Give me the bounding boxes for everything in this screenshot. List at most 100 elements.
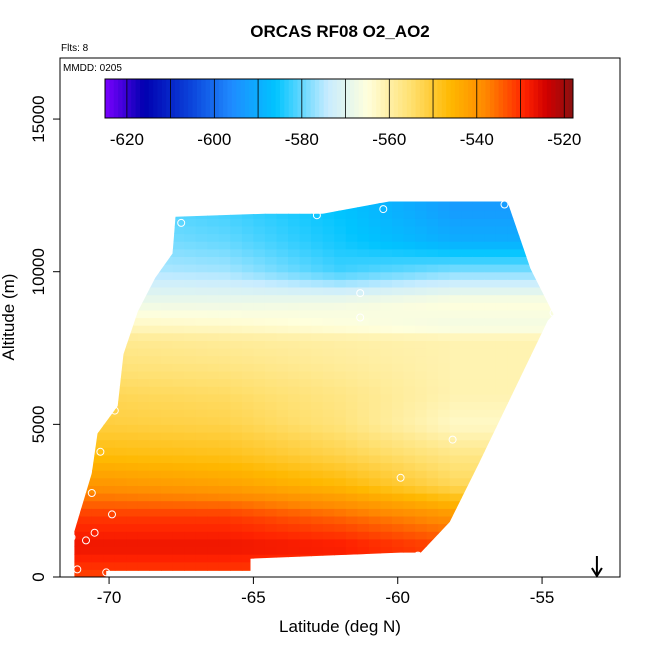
heatmap-cell — [403, 378, 416, 387]
heatmap-cell — [438, 294, 451, 303]
heatmap-cell — [299, 432, 312, 441]
colorbar-swatch — [433, 79, 438, 118]
heatmap-cell — [207, 332, 220, 341]
heatmap-cell — [74, 332, 81, 341]
colorbar-swatch — [507, 79, 513, 118]
heatmap-cell — [195, 264, 208, 273]
colorbar-swatch — [153, 79, 158, 118]
heatmap-cell — [357, 325, 370, 334]
heatmap-cell — [172, 210, 185, 219]
heatmap-cell — [345, 203, 358, 212]
heatmap-cell — [91, 424, 104, 433]
x-tick-label: -60 — [385, 588, 410, 607]
heatmap-cell — [553, 462, 554, 471]
heatmap-cell — [415, 393, 428, 402]
heatmap-cell — [449, 309, 462, 319]
heatmap-cell — [114, 302, 127, 311]
heatmap-cell — [137, 439, 150, 448]
heatmap-cell — [357, 523, 370, 532]
heatmap-cell — [241, 401, 254, 410]
heatmap-cell — [530, 210, 543, 219]
heatmap-cell — [449, 409, 462, 418]
heatmap-cell — [426, 225, 439, 235]
heatmap-cell — [334, 294, 347, 303]
heatmap-cell — [126, 348, 139, 357]
heatmap-cell — [241, 317, 254, 326]
heatmap-cell — [207, 561, 220, 570]
heatmap-cell — [345, 271, 358, 280]
heatmap-cell — [241, 241, 254, 250]
heatmap-cell — [218, 203, 231, 212]
heatmap-cell — [91, 454, 104, 464]
heatmap-cell — [380, 393, 393, 402]
heatmap-cell — [172, 355, 185, 364]
heatmap-cell — [438, 424, 451, 433]
heatmap-cell — [253, 554, 266, 563]
heatmap-cell — [392, 569, 405, 577]
heatmap-cell — [530, 515, 543, 525]
heatmap-cell — [495, 424, 508, 433]
heatmap-cell — [392, 241, 405, 250]
heatmap-cell — [334, 218, 347, 227]
heatmap-cell — [472, 279, 485, 288]
heatmap-cell — [438, 340, 451, 349]
heatmap-cell — [322, 424, 335, 433]
heatmap-cell — [126, 332, 139, 341]
heatmap-cell — [507, 340, 520, 349]
heatmap-cell — [195, 485, 208, 494]
heatmap-cell — [495, 409, 508, 418]
heatmap-cell — [392, 477, 405, 486]
heatmap-cell — [276, 454, 289, 464]
heatmap-cell — [438, 233, 451, 242]
heatmap-cell — [495, 523, 508, 532]
heatmap-cell — [368, 348, 381, 357]
colorbar-swatch — [266, 79, 272, 118]
heatmap-cell — [415, 264, 428, 273]
heatmap-cell — [91, 309, 104, 319]
heatmap-cell — [357, 363, 370, 372]
heatmap-cell — [530, 454, 543, 464]
heatmap-cell — [507, 363, 520, 372]
heatmap-cell — [241, 500, 254, 509]
heatmap-cell — [438, 248, 451, 257]
heatmap-cell — [449, 287, 462, 296]
heatmap-cell — [403, 477, 416, 486]
heatmap-cell — [276, 508, 289, 517]
heatmap-cell — [149, 386, 162, 395]
colorbar-swatch — [428, 79, 434, 118]
heatmap-cell — [311, 317, 324, 326]
heatmap-cell — [472, 256, 485, 265]
heatmap-cell — [368, 454, 381, 464]
heatmap-cell — [507, 554, 520, 563]
colorbar-swatch — [363, 79, 368, 118]
heatmap-cell — [357, 531, 370, 540]
heatmap-cell — [149, 248, 162, 257]
heatmap-cell — [74, 210, 81, 219]
heatmap-cell — [172, 393, 185, 402]
sample-point — [110, 406, 119, 415]
heatmap-cell — [137, 225, 150, 235]
heatmap-cell — [299, 218, 312, 227]
heatmap-cell — [172, 302, 185, 311]
heatmap-cell — [495, 447, 508, 456]
heatmap-cell — [449, 325, 462, 334]
heatmap-cell — [311, 462, 324, 471]
heatmap-cell — [299, 416, 312, 425]
heatmap-cell — [276, 424, 289, 433]
heatmap-cell — [253, 538, 266, 547]
heatmap-cell — [276, 355, 289, 364]
heatmap-cell — [380, 409, 393, 418]
heatmap-cell — [241, 523, 254, 532]
heatmap-cell — [230, 241, 243, 250]
heatmap-cell — [484, 210, 497, 219]
heatmap-cell — [553, 325, 554, 334]
heatmap-cell — [103, 523, 116, 532]
heatmap-cell — [253, 233, 266, 242]
colorbar-swatch — [551, 79, 556, 118]
colorbar-swatch — [349, 79, 355, 118]
heatmap-cell — [195, 508, 208, 517]
heatmap-cell — [530, 485, 543, 494]
heatmap-cell — [207, 225, 220, 235]
heatmap-cell — [449, 233, 462, 242]
heatmap-cell — [74, 355, 81, 364]
